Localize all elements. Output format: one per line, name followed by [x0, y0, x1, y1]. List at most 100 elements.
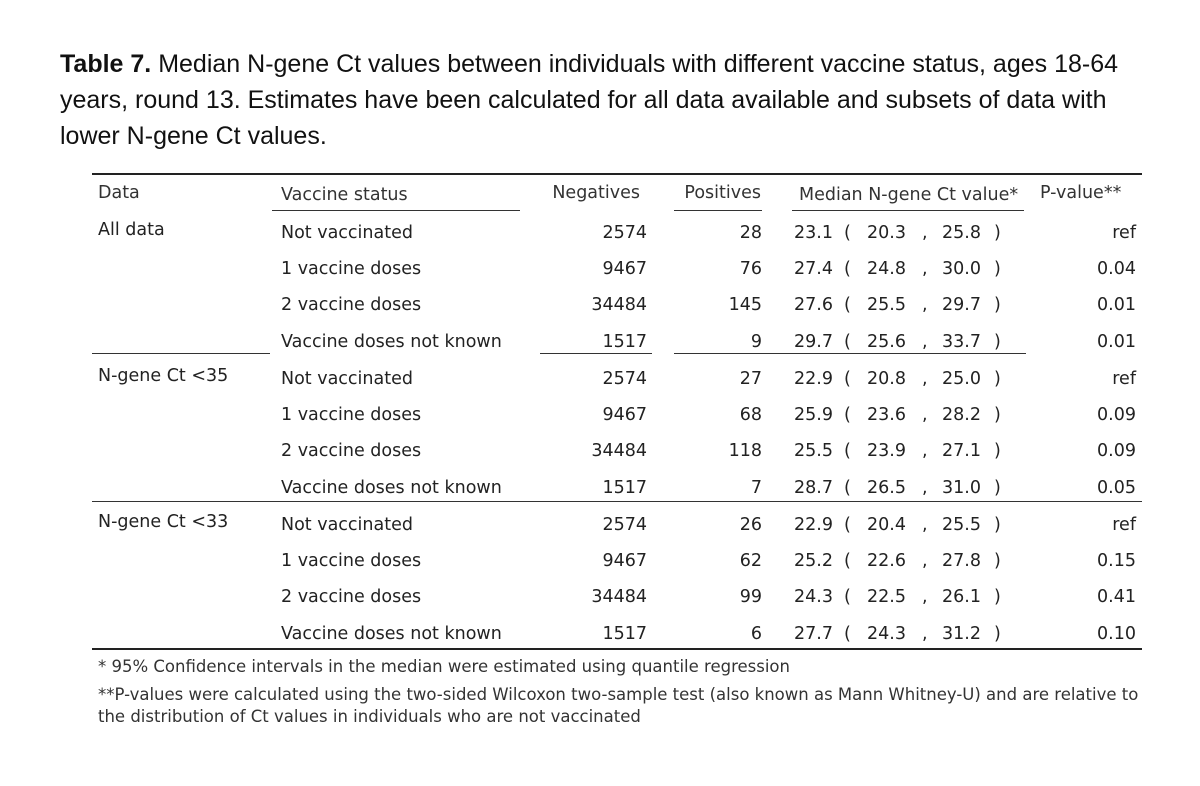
- cell-ci-high: 31.0: [942, 478, 981, 498]
- ci-comma: ,: [922, 259, 928, 279]
- cell-ci-high: 25.5: [942, 515, 981, 535]
- cell-ci-low: 24.3: [867, 624, 906, 644]
- ci-close-paren: ): [994, 478, 1001, 498]
- cell-ci-low: 20.4: [867, 515, 906, 535]
- cell-negatives: 34484: [591, 587, 647, 607]
- cell-positives: 62: [739, 551, 762, 571]
- cell-median: 27.7: [794, 624, 833, 644]
- ci-comma: ,: [922, 441, 928, 461]
- cell-vaccine-status: Vaccine doses not known: [281, 478, 502, 498]
- cell-negatives: 1517: [602, 478, 647, 498]
- group-rule-median: [674, 353, 1026, 354]
- cell-pvalue: 0.01: [1097, 295, 1136, 315]
- cell-negatives: 2574: [602, 369, 647, 389]
- ci-open-paren: (: [844, 624, 851, 644]
- cell-median: 29.7: [794, 332, 833, 352]
- cell-ci-low: 26.5: [867, 478, 906, 498]
- header-rule-left: [272, 210, 520, 211]
- table-caption: Table 7. Median N-gene Ct values between…: [60, 46, 1170, 154]
- ci-comma: ,: [922, 587, 928, 607]
- ci-open-paren: (: [844, 441, 851, 461]
- cell-negatives: 9467: [602, 551, 647, 571]
- cell-positives: 145: [728, 295, 762, 315]
- cell-pvalue: 0.09: [1097, 405, 1136, 425]
- ci-comma: ,: [922, 295, 928, 315]
- cell-ci-high: 27.1: [942, 441, 981, 461]
- ci-close-paren: ): [994, 515, 1001, 535]
- ci-close-paren: ): [994, 223, 1001, 243]
- ci-close-paren: ): [994, 332, 1001, 352]
- header-vaccine-status: Vaccine status: [281, 185, 408, 205]
- ci-close-paren: ): [994, 624, 1001, 644]
- results-table: Data Vaccine status Negatives Positives …: [92, 170, 1142, 650]
- ci-comma: ,: [922, 332, 928, 352]
- cell-vaccine-status: 2 vaccine doses: [281, 441, 422, 461]
- ci-open-paren: (: [844, 405, 851, 425]
- cell-pvalue: 0.04: [1097, 259, 1136, 279]
- cell-vaccine-status: 1 vaccine doses: [281, 259, 422, 279]
- ci-comma: ,: [922, 405, 928, 425]
- footnotes: * 95% Confidence intervals in the median…: [98, 656, 1158, 734]
- ci-open-paren: (: [844, 259, 851, 279]
- header-positives: Positives: [684, 183, 761, 203]
- group-label: N-gene Ct <35: [98, 366, 229, 386]
- cell-vaccine-status: Not vaccinated: [281, 515, 413, 535]
- table-bottom-rule: [92, 648, 1142, 650]
- header-median: Median N-gene Ct value*: [799, 185, 1019, 205]
- ci-close-paren: ): [994, 587, 1001, 607]
- ci-open-paren: (: [844, 551, 851, 571]
- cell-ci-low: 25.5: [867, 295, 906, 315]
- ci-open-paren: (: [844, 478, 851, 498]
- ci-open-paren: (: [844, 369, 851, 389]
- ci-open-paren: (: [844, 515, 851, 535]
- cell-median: 27.4: [794, 259, 833, 279]
- group-rule-negatives: [540, 353, 652, 354]
- ci-comma: ,: [922, 369, 928, 389]
- ci-comma: ,: [922, 515, 928, 535]
- cell-negatives: 34484: [591, 295, 647, 315]
- header-pvalue: P-value**: [1040, 183, 1122, 203]
- cell-median: 25.2: [794, 551, 833, 571]
- cell-pvalue: ref: [1112, 369, 1136, 389]
- cell-pvalue: 0.01: [1097, 332, 1136, 352]
- cell-vaccine-status: 2 vaccine doses: [281, 295, 422, 315]
- cell-pvalue: 0.10: [1097, 624, 1136, 644]
- cell-ci-high: 29.7: [942, 295, 981, 315]
- cell-negatives: 9467: [602, 405, 647, 425]
- caption-text: Median N-gene Ct values between individu…: [60, 50, 1119, 150]
- cell-ci-low: 20.8: [867, 369, 906, 389]
- cell-ci-low: 25.6: [867, 332, 906, 352]
- cell-negatives: 1517: [602, 332, 647, 352]
- cell-positives: 9: [750, 332, 762, 352]
- cell-ci-low: 22.5: [867, 587, 906, 607]
- group-label: All data: [98, 220, 165, 240]
- cell-ci-high: 28.2: [942, 405, 981, 425]
- cell-positives: 27: [739, 369, 762, 389]
- ci-open-paren: (: [844, 295, 851, 315]
- cell-pvalue: 0.15: [1097, 551, 1136, 571]
- ci-close-paren: ): [994, 441, 1001, 461]
- cell-median: 25.5: [794, 441, 833, 461]
- cell-positives: 26: [739, 515, 762, 535]
- cell-ci-low: 22.6: [867, 551, 906, 571]
- group-rule-full: [92, 501, 1142, 502]
- ci-comma: ,: [922, 624, 928, 644]
- ci-close-paren: ): [994, 295, 1001, 315]
- cell-vaccine-status: Not vaccinated: [281, 369, 413, 389]
- cell-pvalue: ref: [1112, 515, 1136, 535]
- header-rule-median: [792, 210, 1024, 211]
- cell-positives: 7: [750, 478, 762, 498]
- cell-median: 23.1: [794, 223, 833, 243]
- ci-comma: ,: [922, 223, 928, 243]
- cell-ci-high: 30.0: [942, 259, 981, 279]
- cell-vaccine-status: 2 vaccine doses: [281, 587, 422, 607]
- cell-negatives: 2574: [602, 223, 647, 243]
- caption-label: Table 7.: [60, 50, 152, 78]
- cell-vaccine-status: Vaccine doses not known: [281, 624, 502, 644]
- header-rule-positives: [674, 210, 762, 211]
- cell-vaccine-status: 1 vaccine doses: [281, 551, 422, 571]
- cell-ci-low: 23.6: [867, 405, 906, 425]
- cell-pvalue: ref: [1112, 223, 1136, 243]
- cell-ci-low: 20.3: [867, 223, 906, 243]
- cell-median: 27.6: [794, 295, 833, 315]
